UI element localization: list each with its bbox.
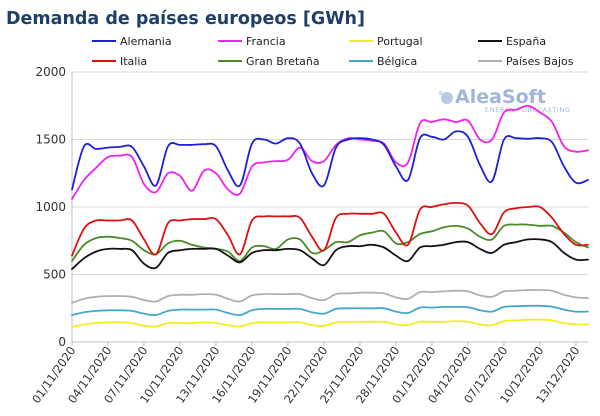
x-axis-ticks: 01/11/202004/11/202007/11/202010/11/2020… <box>29 342 582 406</box>
aleasoft-logo: AleaSoft ENERGY FORECASTING <box>439 86 571 114</box>
y-tick-label: 1000 <box>35 200 66 214</box>
series-line-portugal <box>71 318 589 328</box>
logo-dot-icon <box>439 91 443 95</box>
y-tick-label: 500 <box>43 268 66 282</box>
logo-sub-text: ENERGY FORECASTING <box>485 106 571 114</box>
legend-label-portugal: Portugal <box>377 35 423 48</box>
legend-label-italia: Italia <box>120 55 147 68</box>
logo-mark-icon <box>441 92 453 104</box>
legend: Alemania Francia Portugal España Italia Gran … <box>92 35 574 68</box>
logo-main-text: AleaSoft <box>455 86 546 108</box>
series-lines <box>71 104 589 328</box>
series-line-italia <box>71 201 589 257</box>
legend-label-francia: Francia <box>246 35 286 48</box>
y-axis-ticks: 0 500 1000 1500 2000 <box>35 65 66 349</box>
legend-label-paises-bajos: Países Bajos <box>506 55 574 68</box>
grid <box>71 71 588 343</box>
y-tick-label: 2000 <box>35 65 66 79</box>
legend-label-espana: España <box>506 35 546 48</box>
series-line-francia <box>71 104 589 200</box>
series-line-paises-bajos <box>71 289 589 304</box>
series-line-belgica <box>71 304 589 316</box>
legend-label-alemania: Alemania <box>120 35 172 48</box>
plot-area: 0 500 1000 1500 2000 01/11/202004/11/202007/… <box>29 65 589 406</box>
y-tick-label: 1500 <box>35 133 66 147</box>
legend-label-gran-bretana: Gran Bretaña <box>246 55 320 68</box>
chart-title: Demanda de países europeos [GWh] <box>6 9 365 29</box>
series-line-alemania <box>71 130 589 191</box>
y-tick-label: 0 <box>58 335 66 349</box>
legend-label-belgica: Bélgica <box>377 55 417 68</box>
series-line-espana <box>71 238 589 270</box>
